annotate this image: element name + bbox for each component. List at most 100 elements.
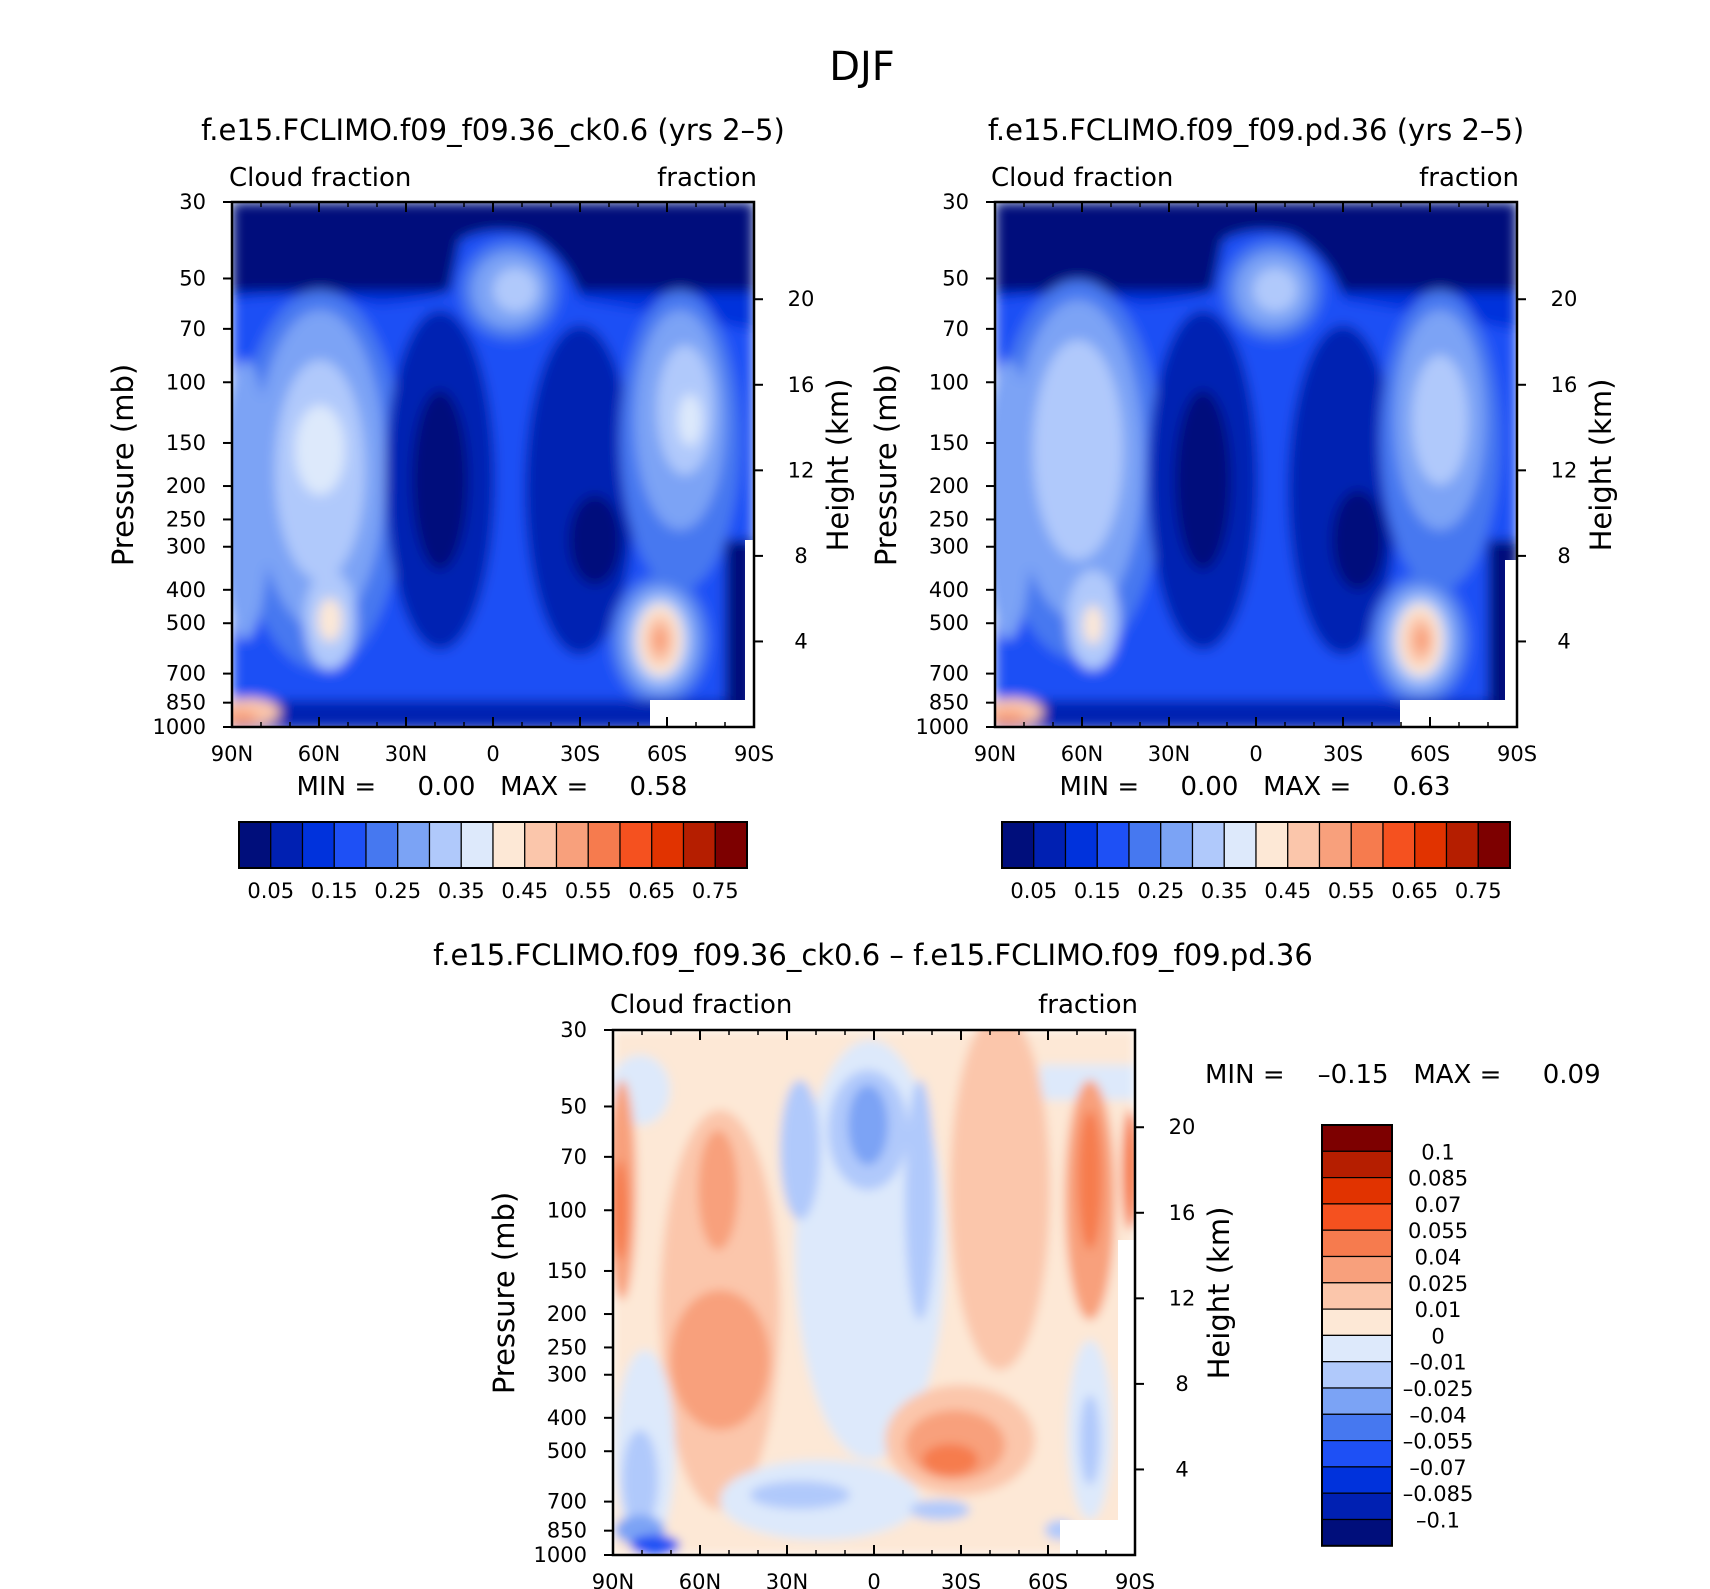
y-tick-label: 500 — [166, 611, 206, 635]
y-axis-height: 20 16 12 8 4 — [1135, 1115, 1195, 1481]
y-tick-label: 100 — [166, 370, 206, 394]
x-tick-label: 60N — [298, 742, 340, 766]
colorbar-label: 0.25 — [374, 879, 421, 903]
panel-title: f.e15.FCLIMO.f09_f09.36_ck0.6 (yrs 2–5) — [201, 113, 785, 147]
y-axis-right-title: Height (km) — [1202, 1207, 1236, 1380]
y-tick-label: 70 — [179, 317, 206, 341]
figure-title: DJF — [829, 44, 895, 90]
colorbar-swatch — [1223, 821, 1257, 869]
colorbar-swatch — [397, 821, 431, 869]
x-tick-label: 90S — [1115, 1570, 1155, 1589]
y-right-tick-label: 4 — [794, 629, 807, 653]
units-label: fraction — [657, 163, 757, 193]
colorbar-label: 0.35 — [438, 879, 485, 903]
colorbar-label: 0.05 — [247, 879, 294, 903]
colorbar-swatch — [1321, 1255, 1393, 1284]
y-tick-label: 50 — [942, 266, 969, 290]
contour-field — [995, 202, 1517, 727]
colorbar-label: 0.15 — [1074, 879, 1121, 903]
y-right-tick-label: 20 — [1551, 287, 1578, 311]
x-tick-label: 30N — [766, 1570, 808, 1589]
y-right-tick-label: 20 — [788, 287, 815, 311]
colorbar-swatch — [1001, 821, 1035, 869]
colorbar-swatch — [365, 821, 399, 869]
y-tick-label: 850 — [547, 1519, 587, 1543]
colorbar-swatch — [1255, 821, 1289, 869]
colorbar-label: 0.45 — [1264, 879, 1311, 903]
y-right-tick-label: 8 — [1557, 544, 1570, 568]
y-tick-label: 30 — [179, 190, 206, 214]
y-tick-label: 30 — [560, 1018, 587, 1042]
colorbar-label: 0.04 — [1415, 1246, 1462, 1270]
colorbar-swatch — [1287, 821, 1321, 869]
colorbar-swatch — [1064, 821, 1098, 869]
y-right-tick-label: 4 — [1557, 629, 1570, 653]
y-axis-right-title: Height (km) — [821, 379, 855, 552]
x-tick-label: 90N — [211, 742, 253, 766]
y-tick-label: 700 — [929, 662, 969, 686]
x-tick-label: 90S — [1497, 742, 1537, 766]
colorbar-swatch — [1318, 821, 1352, 869]
colorbar-swatch — [651, 821, 685, 869]
y-tick-label: 700 — [166, 662, 206, 686]
colorbar-swatch — [1321, 1518, 1393, 1547]
colorbar-swatch — [460, 821, 494, 869]
y-tick-label: 50 — [560, 1094, 587, 1118]
colorbar-swatch — [1350, 821, 1384, 869]
x-tick-label: 30N — [1148, 742, 1190, 766]
x-tick-label: 60N — [679, 1570, 721, 1589]
colorbar-swatch — [619, 821, 653, 869]
y-tick-label: 30 — [942, 190, 969, 214]
y-right-tick-label: 8 — [794, 544, 807, 568]
x-axis: 90N 60N 30N 0 30S 60S 90S — [592, 1030, 1155, 1589]
colorbar-swatch — [1321, 1282, 1393, 1310]
colorbar-label: 0.15 — [311, 879, 358, 903]
colorbar-swatch — [1321, 1492, 1393, 1521]
x-tick-label: 30N — [385, 742, 427, 766]
y-tick-label: 250 — [929, 507, 969, 531]
colorbar: 0.05 0.15 0.25 0.35 0.45 0.55 0.65 0.75 — [1001, 821, 1511, 903]
y-tick-label: 850 — [166, 691, 206, 715]
colorbar-label: –0.055 — [1403, 1430, 1474, 1454]
panel-title: f.e15.FCLIMO.f09_f09.36_ck0.6 – f.e15.FC… — [433, 938, 1313, 972]
colorbar-label: 0.01 — [1415, 1298, 1462, 1322]
y-tick-label: 150 — [547, 1259, 587, 1283]
colorbar-swatch — [1321, 1150, 1393, 1179]
variable-label: Cloud fraction — [991, 163, 1173, 193]
y-tick-label: 50 — [179, 266, 206, 290]
y-axis-right-title: Height (km) — [1584, 379, 1618, 552]
colorbar-frame — [1321, 1124, 1393, 1547]
y-axis-height: 20 16 12 8 4 — [754, 287, 814, 653]
x-axis: 90N 60N 30N 0 30S 60S 90S — [211, 202, 774, 766]
colorbar-swatch — [1191, 821, 1225, 869]
colorbar-label: 0.75 — [1455, 879, 1502, 903]
min-max-label: MIN = 0.00 MAX = 0.58 — [297, 772, 688, 802]
y-tick-label: 400 — [547, 1406, 587, 1430]
colorbar-label: –0.01 — [1409, 1351, 1466, 1375]
y-tick-label: 70 — [560, 1145, 587, 1169]
y-tick-label: 850 — [929, 691, 969, 715]
colorbar-frame — [1001, 821, 1511, 869]
colorbar-label: 0.45 — [501, 879, 548, 903]
colorbar-label: 0.55 — [1328, 879, 1375, 903]
colorbar-label: 0.35 — [1201, 879, 1248, 903]
variable-label: Cloud fraction — [229, 163, 411, 193]
x-axis: 90N 60N 30N 0 30S 60S 90S — [974, 202, 1537, 766]
y-tick-label: 200 — [166, 474, 206, 498]
y-tick-label: 300 — [929, 535, 969, 559]
panel-pd: f.e15.FCLIMO.f09_f09.pd.36 (yrs 2–5) Clo… — [869, 113, 1618, 903]
colorbar-swatch — [682, 821, 716, 869]
x-tick-label: 90N — [592, 1570, 634, 1589]
x-tick-label: 30S — [560, 742, 600, 766]
colorbar-swatch — [1321, 1308, 1393, 1336]
colorbar-label: –0.04 — [1409, 1403, 1466, 1427]
colorbar-label: 0.05 — [1010, 879, 1057, 903]
colorbar-swatch — [1321, 1203, 1393, 1231]
y-tick-label: 700 — [547, 1490, 587, 1514]
y-tick-label: 400 — [929, 578, 969, 602]
y-right-tick-label: 8 — [1175, 1372, 1188, 1396]
y-right-tick-label: 12 — [1551, 458, 1578, 482]
colorbar-frame — [238, 821, 748, 869]
